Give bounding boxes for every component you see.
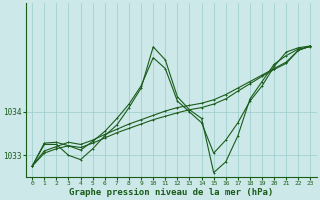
X-axis label: Graphe pression niveau de la mer (hPa): Graphe pression niveau de la mer (hPa) (69, 188, 274, 197)
